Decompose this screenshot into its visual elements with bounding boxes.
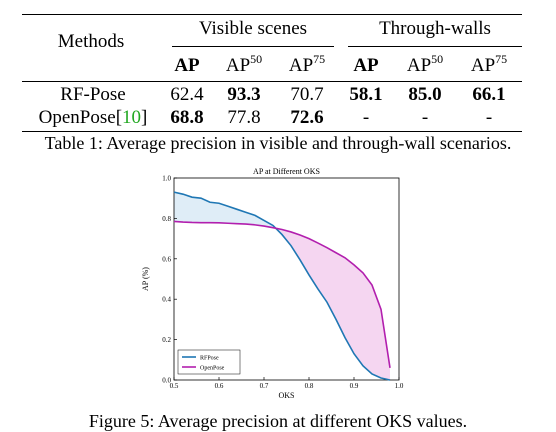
x-tick-label: 0.7 — [260, 382, 269, 390]
cell-value: 85.0 — [408, 84, 441, 106]
cell-value: - — [363, 107, 369, 129]
y-tick-label: 0.6 — [162, 255, 171, 263]
cell-value: 70.7 — [290, 84, 323, 106]
col-header-ap50-visible: AP50 — [226, 55, 262, 78]
table-bottom-rule — [22, 131, 522, 132]
table-caption: Table 1: Average precision in visible an… — [0, 133, 556, 153]
row-method-openpose: OpenPose[10] — [39, 107, 148, 129]
col-header-ap-through: AP — [353, 55, 378, 77]
figure-caption: Figure 5: Average precision at different… — [0, 411, 556, 431]
cell-value: 72.6 — [290, 107, 323, 129]
x-tick-label: 0.9 — [350, 382, 359, 390]
cell-value: - — [422, 107, 428, 129]
x-tick-label: 1.0 — [395, 382, 404, 390]
y-tick-label: 1.0 — [162, 175, 171, 183]
table-top-rule — [22, 14, 522, 15]
chart-title: AP at Different OKS — [253, 167, 320, 176]
col-header-ap75-through: AP75 — [471, 55, 507, 78]
x-tick-label: 0.8 — [305, 382, 314, 390]
legend-label: OpenPose — [200, 366, 225, 372]
fill-region-openpose — [273, 225, 390, 380]
x-tick-label: 0.6 — [215, 382, 224, 390]
x-tick-label: 0.5 — [170, 382, 179, 390]
header-visible-scenes: Visible scenes — [199, 18, 307, 40]
col-header-ap75-visible: AP75 — [289, 55, 325, 78]
cell-value: 66.1 — [472, 84, 505, 106]
oks-chart: 0.5 0.6 0.7 0.8 0.9 1.0 0.0 0.2 0.4 0.6 0.8 1.0 AP a… — [125, 160, 425, 405]
chart-svg: 0.5 0.6 0.7 0.8 0.9 1.0 0.0 0.2 0.4 0.6 0.8 1.0 AP a… — [125, 160, 425, 405]
header-through-walls: Through-walls — [379, 18, 491, 40]
col-header-ap-visible: AP — [174, 55, 199, 77]
col-header-ap50-through: AP50 — [407, 55, 443, 78]
cell-value: 68.8 — [170, 107, 203, 129]
citation-link[interactable]: 10 — [122, 107, 141, 128]
x-axis-label: OKS — [278, 391, 294, 400]
row-method-rfpose: RF-Pose — [60, 84, 125, 106]
cell-value: - — [486, 107, 492, 129]
y-tick-label: 0.0 — [162, 377, 171, 385]
cell-value: 93.3 — [227, 84, 260, 106]
legend-label: RFPose — [200, 356, 219, 362]
cell-value: 62.4 — [170, 84, 203, 106]
through-group-rule — [348, 46, 522, 47]
cell-value: 77.8 — [227, 107, 260, 129]
y-tick-label: 0.8 — [162, 215, 171, 223]
cell-value: 58.1 — [349, 84, 382, 106]
y-tick-label: 0.2 — [162, 336, 171, 344]
table-mid-rule — [22, 81, 522, 82]
y-axis-label: AP (%) — [141, 267, 150, 291]
header-methods: Methods — [58, 31, 125, 53]
visible-group-rule — [172, 46, 334, 47]
y-tick-label: 0.4 — [162, 296, 171, 304]
